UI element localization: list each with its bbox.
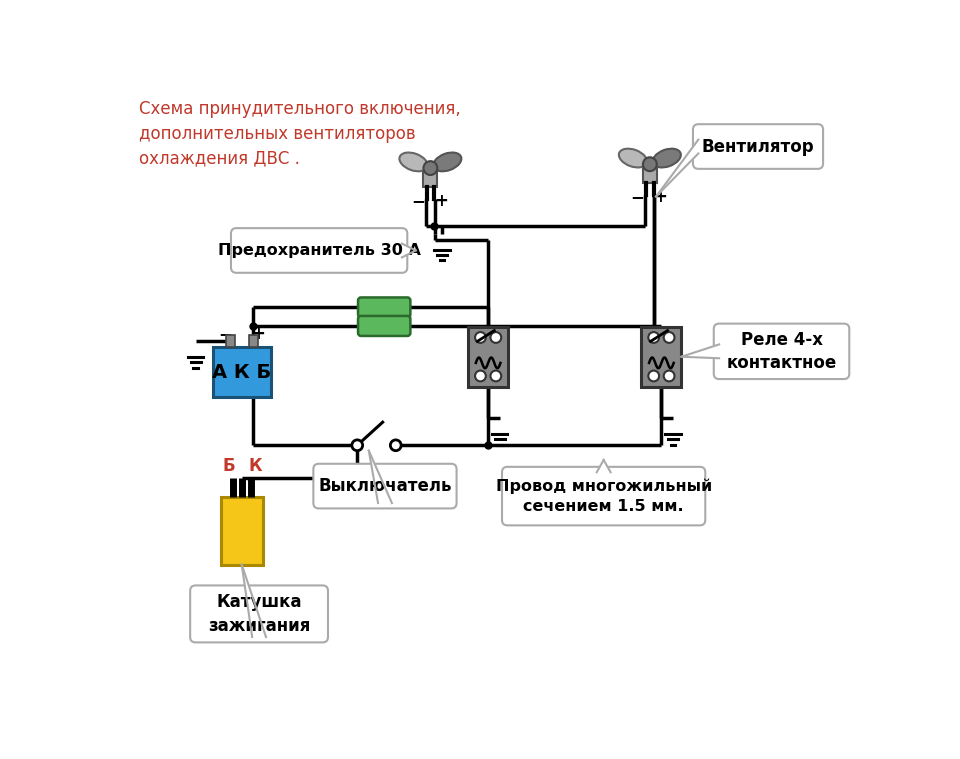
Circle shape — [475, 370, 486, 381]
Circle shape — [475, 332, 486, 343]
Polygon shape — [597, 460, 611, 472]
Text: Б: Б — [223, 458, 235, 475]
Ellipse shape — [653, 149, 681, 168]
Ellipse shape — [433, 153, 462, 172]
FancyBboxPatch shape — [693, 124, 823, 168]
Text: +: + — [251, 325, 265, 343]
FancyBboxPatch shape — [249, 335, 258, 347]
FancyBboxPatch shape — [641, 326, 682, 387]
Polygon shape — [369, 451, 392, 503]
Circle shape — [423, 161, 438, 175]
FancyBboxPatch shape — [423, 169, 438, 187]
FancyBboxPatch shape — [313, 464, 457, 509]
Ellipse shape — [399, 153, 427, 172]
Text: А К Б: А К Б — [212, 363, 272, 382]
FancyBboxPatch shape — [226, 335, 235, 347]
Polygon shape — [242, 565, 266, 637]
Polygon shape — [656, 140, 698, 197]
FancyBboxPatch shape — [221, 497, 263, 565]
Circle shape — [491, 370, 501, 381]
FancyBboxPatch shape — [713, 323, 850, 379]
Text: Выключатель: Выключатель — [318, 477, 452, 495]
Polygon shape — [402, 244, 416, 257]
Circle shape — [352, 440, 363, 451]
Circle shape — [648, 332, 660, 343]
Circle shape — [663, 370, 675, 381]
Circle shape — [491, 332, 501, 343]
FancyBboxPatch shape — [358, 316, 410, 336]
Text: К: К — [248, 458, 262, 475]
Polygon shape — [682, 345, 719, 358]
Text: Реле 4-х
контактное: Реле 4-х контактное — [727, 330, 837, 372]
Circle shape — [391, 440, 401, 451]
FancyBboxPatch shape — [190, 585, 328, 642]
Text: Предохранитель 30 А: Предохранитель 30 А — [218, 243, 420, 258]
Text: Катушка
зажигания: Катушка зажигания — [208, 593, 310, 635]
Text: Провод многожильный
сечением 1.5 мм.: Провод многожильный сечением 1.5 мм. — [495, 478, 711, 514]
Text: Схема принудительного включения,
дополнительных вентиляторов
охлаждения ДВС .: Схема принудительного включения, дополни… — [139, 99, 461, 168]
Text: +: + — [434, 192, 448, 210]
FancyBboxPatch shape — [358, 298, 410, 317]
FancyBboxPatch shape — [502, 467, 706, 525]
Ellipse shape — [619, 149, 647, 168]
FancyBboxPatch shape — [643, 165, 657, 183]
Circle shape — [663, 332, 675, 343]
Text: +: + — [654, 188, 667, 206]
FancyBboxPatch shape — [468, 326, 508, 387]
Circle shape — [643, 157, 657, 172]
Text: −: − — [411, 192, 425, 210]
FancyBboxPatch shape — [213, 347, 271, 397]
FancyBboxPatch shape — [231, 228, 407, 272]
Text: −: − — [631, 188, 644, 206]
Circle shape — [648, 370, 660, 381]
Text: −: − — [219, 325, 232, 343]
Text: Вентилятор: Вентилятор — [702, 137, 814, 156]
